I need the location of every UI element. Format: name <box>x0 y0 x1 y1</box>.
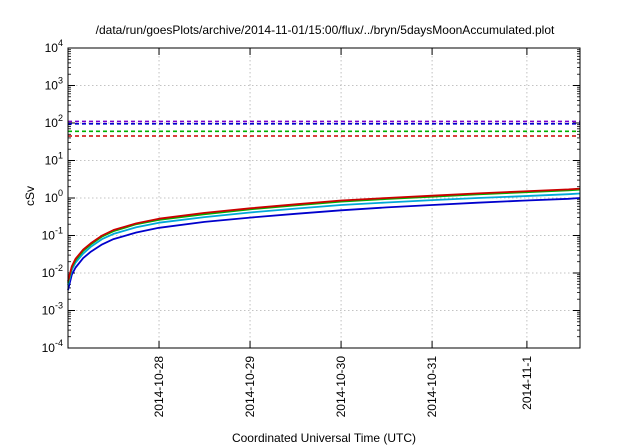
series-line <box>67 197 581 291</box>
y-tick-label: 101 <box>45 151 63 168</box>
series-line <box>67 192 581 286</box>
y-tick-label: 100 <box>45 188 63 205</box>
series-line <box>67 187 581 282</box>
x-tick-label: 2014-10-31 <box>425 356 439 418</box>
x-tick-label: 2014-11-1 <box>520 356 534 410</box>
y-tick-label: 10-2 <box>42 263 63 280</box>
chart-title: /data/run/goesPlots/archive/2014-11-01/1… <box>96 23 555 37</box>
y-tick-label: 104 <box>45 38 63 55</box>
y-tick-label: 102 <box>45 113 63 130</box>
series-line <box>67 188 581 283</box>
x-tick-label: 2014-10-29 <box>243 356 257 418</box>
y-axis-label: cSv <box>23 186 37 206</box>
x-axis-label: Coordinated Universal Time (UTC) <box>232 431 416 445</box>
y-tick-label: 103 <box>45 76 63 93</box>
reference-lines <box>68 120 580 137</box>
y-tick-label: 10-1 <box>42 226 63 243</box>
x-tick-label: 2014-10-28 <box>152 356 166 418</box>
x-tick-label: 2014-10-30 <box>334 356 348 418</box>
y-tick-label: 10-3 <box>42 301 63 318</box>
grid-lines <box>68 48 580 348</box>
series-lines <box>67 187 581 291</box>
y-tick-label: 10-4 <box>42 338 63 355</box>
plot-frame <box>67 47 581 349</box>
